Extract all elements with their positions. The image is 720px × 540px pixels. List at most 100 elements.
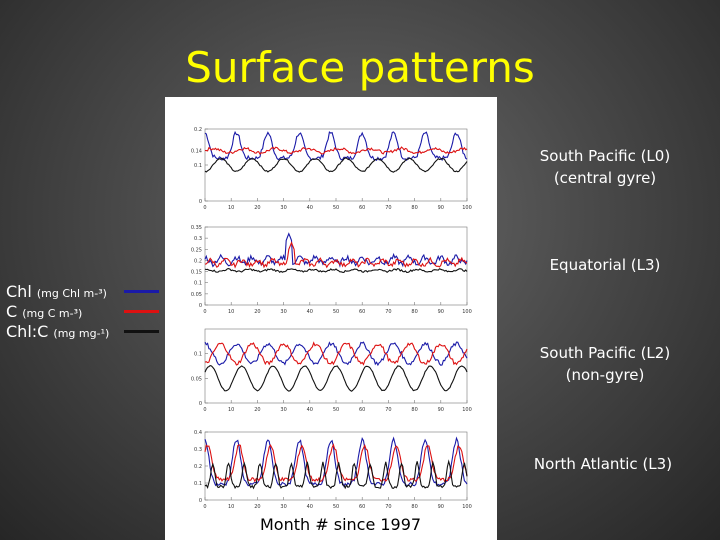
x-tick-label: 100 xyxy=(462,504,472,510)
legend-unit: (mg Chl m-³) xyxy=(36,287,107,300)
x-tick-label: 10 xyxy=(228,504,234,510)
series-c-line xyxy=(204,341,468,366)
subplot-3: 0 10 20 30 40 50 60 70 80 90 100 0 0.05 0.1 xyxy=(191,328,472,413)
y-tick-label: 0.2 xyxy=(194,127,202,133)
x-tick-label: 70 xyxy=(385,309,391,315)
x-tick-label: 50 xyxy=(333,407,339,413)
y-tick-label: 0.14 xyxy=(191,149,202,155)
legend-swatch-blue xyxy=(124,290,159,293)
x-tick-label: 80 xyxy=(411,205,417,211)
series-chl-line xyxy=(204,436,468,488)
x-tick-label: 50 xyxy=(333,205,339,211)
y-tick-label: 0.3 xyxy=(194,447,202,453)
x-tick-label: 80 xyxy=(411,309,417,315)
region-label-line1: South Pacific (L0) xyxy=(539,147,671,165)
x-tick-label: 30 xyxy=(280,309,286,315)
region-label-equatorial-l3: Equatorial (L3) xyxy=(510,254,700,276)
x-tick-label: 90 xyxy=(438,309,444,315)
x-tick-label: 0 xyxy=(203,504,206,510)
x-tick-label: 30 xyxy=(280,504,286,510)
y-tick-label: 0.1 xyxy=(194,352,202,358)
y-tick-label: 0.1 xyxy=(194,481,202,487)
y-tick-label: 0.1 xyxy=(194,163,202,169)
y-tick-label: 0.2 xyxy=(194,258,202,264)
slide-title: Surface patterns xyxy=(185,43,535,92)
legend: Chl (mg Chl m-³) C (mg C m-³) Chl:C (mg … xyxy=(6,282,159,342)
x-tick-label: 20 xyxy=(254,309,260,315)
x-tick-label: 90 xyxy=(438,205,444,211)
subplot-1: 0 10 20 30 40 50 60 70 80 90 100 0 0.1 0.14 0.2 xyxy=(191,127,472,211)
y-tick-label: 0 xyxy=(199,199,202,205)
y-tick-label: 0.25 xyxy=(191,247,202,253)
x-tick-label: 80 xyxy=(411,407,417,413)
y-tick-label: 0.2 xyxy=(194,464,202,470)
legend-label: C xyxy=(6,302,18,321)
x-tick-label: 10 xyxy=(228,205,234,211)
x-tick-label: 100 xyxy=(462,309,472,315)
series-chl-line xyxy=(204,130,468,162)
region-label-line1: North Atlantic (L3) xyxy=(533,455,673,473)
region-label-south-pacific-l0: South Pacific (L0) (central gyre) xyxy=(510,145,700,189)
y-tick-label: 0.05 xyxy=(191,292,202,298)
x-tick-label: 70 xyxy=(385,407,391,413)
series-chlc-line xyxy=(204,364,468,392)
legend-item-chlc: Chl:C (mg mg-¹) xyxy=(6,322,159,342)
y-tick-label: 0.4 xyxy=(194,430,202,436)
legend-swatch-red xyxy=(124,310,159,313)
x-tick-label: 20 xyxy=(254,407,260,413)
x-tick-label: 50 xyxy=(333,504,339,510)
x-tick-label: 10 xyxy=(228,407,234,413)
legend-label: Chl:C xyxy=(6,322,49,341)
x-tick-label: 60 xyxy=(359,309,365,315)
series-chl-line xyxy=(204,341,468,367)
x-tick-label: 60 xyxy=(359,205,365,211)
x-tick-label: 100 xyxy=(462,407,472,413)
x-tick-label: 0 xyxy=(203,407,206,413)
x-tick-label: 40 xyxy=(307,309,313,315)
x-tick-label: 100 xyxy=(462,205,472,211)
region-label-line1: South Pacific (L2) xyxy=(539,344,671,362)
y-tick-label: 0.15 xyxy=(191,270,202,276)
series-c-line xyxy=(204,241,468,269)
subplot-2: 0 10 20 30 40 50 60 70 80 90 100 0 0.05 0.1 0.15 0.2 0.2… xyxy=(191,225,472,315)
region-label-line2: (central gyre) xyxy=(553,169,657,187)
x-tick-label: 70 xyxy=(385,504,391,510)
x-tick-label: 30 xyxy=(280,205,286,211)
y-tick-label: 0.3 xyxy=(194,236,202,242)
x-axis-label: Month # since 1997 xyxy=(260,515,422,534)
x-tick-label: 0 xyxy=(203,309,206,315)
legend-item-c: C (mg C m-³) xyxy=(6,302,159,322)
region-label-line2: (non-gyre) xyxy=(565,366,645,384)
y-tick-label: 0.35 xyxy=(191,225,202,231)
x-tick-label: 70 xyxy=(385,205,391,211)
legend-item-chl: Chl (mg Chl m-³) xyxy=(6,282,159,302)
axes-frame xyxy=(204,226,468,306)
series-chlc-line xyxy=(204,459,468,490)
region-label-south-pacific-l2: South Pacific (L2) (non-gyre) xyxy=(510,342,700,386)
x-tick-label: 90 xyxy=(438,407,444,413)
x-tick-label: 20 xyxy=(254,504,260,510)
x-tick-label: 40 xyxy=(307,504,313,510)
x-tick-label: 30 xyxy=(280,407,286,413)
subplot-4: 0 10 20 30 40 50 60 70 80 90 100 0 0.1 0.2 0.3 0.4 xyxy=(194,430,472,510)
x-tick-label: 40 xyxy=(307,407,313,413)
x-tick-label: 60 xyxy=(359,407,365,413)
x-tick-label: 0 xyxy=(203,205,206,211)
series-chl-line xyxy=(204,232,468,268)
x-tick-label: 40 xyxy=(307,205,313,211)
legend-label: Chl xyxy=(6,282,32,301)
y-tick-label: 0 xyxy=(199,303,202,309)
x-tick-label: 80 xyxy=(411,504,417,510)
x-tick-label: 20 xyxy=(254,205,260,211)
legend-unit: (mg mg-¹) xyxy=(53,327,110,340)
y-tick-label: 0 xyxy=(199,401,202,407)
legend-unit: (mg C m-³) xyxy=(22,307,83,320)
series-chlc-line xyxy=(204,267,468,274)
series-c-line xyxy=(204,443,468,483)
series-chlc-line xyxy=(204,157,468,173)
region-label-north-atlantic-l3: North Atlantic (L3) xyxy=(508,453,698,475)
x-tick-label: 10 xyxy=(228,309,234,315)
y-tick-label: 0.1 xyxy=(194,281,202,287)
legend-swatch-black xyxy=(124,330,159,333)
